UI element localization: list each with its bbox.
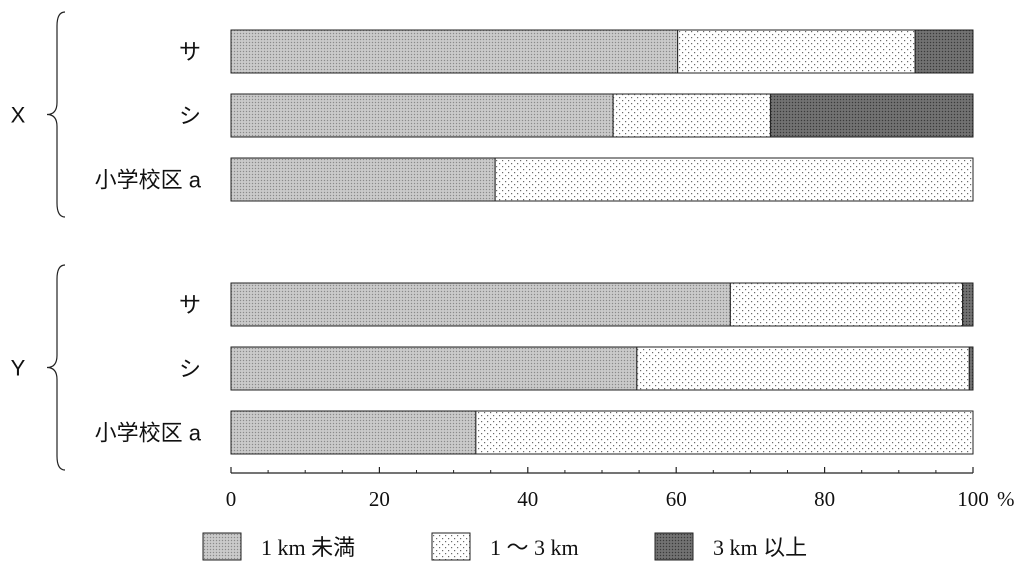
bar-segment-1-2-3 [770, 94, 973, 137]
bar-segment-2-2-1 [231, 347, 637, 390]
category-label: サ [179, 40, 201, 65]
group-label: Y [11, 356, 26, 381]
x-axis: 0 20 40 60 80 100% [226, 467, 1015, 511]
bar-segment-1-3-2 [495, 158, 973, 201]
legend-label: 1 km 未満 [261, 535, 355, 560]
bar-segment-2-3-2 [476, 411, 973, 454]
x-tick-label: 20 [369, 487, 390, 511]
x-tick-label: 80 [814, 487, 835, 511]
legend: 1 km 未満 1 〜 3 km 3 km 以上 [203, 533, 807, 560]
bar-segment-1-3-1 [231, 158, 495, 201]
bar-segment-2-1-1 [231, 283, 730, 326]
bar-segment-1-1-1 [231, 30, 678, 73]
bar-segment-1-2-1 [231, 94, 613, 137]
category-label: 小学校区 a [95, 168, 202, 193]
bar-segment-2-1-2 [730, 283, 962, 326]
x-tick-label: 100 [957, 487, 989, 511]
group-braces [47, 12, 65, 470]
legend-swatch [203, 533, 241, 560]
category-label: シ [179, 357, 201, 382]
bar-segment-1-1-3 [915, 30, 973, 73]
legend-swatch [655, 533, 693, 560]
legend-label: 1 〜 3 km [490, 535, 579, 560]
bar-segment-1-2-2 [613, 94, 770, 137]
category-label: シ [179, 104, 201, 129]
x-unit-label: % [997, 487, 1015, 511]
group-brace [47, 265, 65, 470]
bar-segment-2-2-2 [637, 347, 969, 390]
legend-swatch [432, 533, 470, 560]
bar-segment-2-2-3 [969, 347, 973, 390]
bar-area [231, 30, 973, 454]
bar-segment-2-1-3 [963, 283, 973, 326]
bar-segment-1-1-2 [678, 30, 915, 73]
category-label: サ [179, 293, 201, 318]
bar-segment-2-3-1 [231, 411, 476, 454]
category-label: 小学校区 a [95, 421, 202, 446]
x-tick-label: 0 [226, 487, 237, 511]
group-brace [47, 12, 65, 217]
x-tick-label: 40 [517, 487, 538, 511]
legend-label: 3 km 以上 [713, 535, 807, 560]
group-label: X [11, 103, 26, 128]
x-tick-label: 60 [666, 487, 687, 511]
